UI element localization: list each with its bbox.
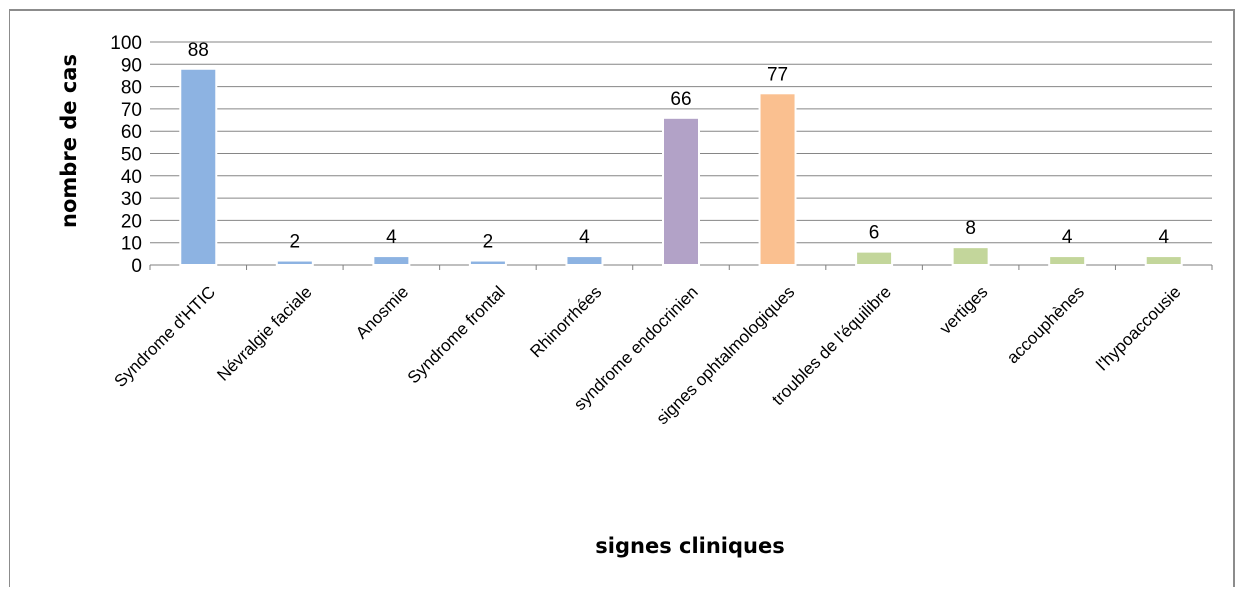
y-tick-label: 100 (110, 33, 142, 54)
y-tick-label: 50 (121, 145, 142, 166)
bar (179, 67, 218, 267)
bar (565, 255, 604, 266)
data-label: 2 (290, 232, 301, 253)
y-axis-title: nombre de cas (57, 54, 81, 228)
data-label: 4 (1062, 227, 1073, 248)
x-axis-title: signes cliniques (595, 534, 784, 558)
bar (662, 116, 700, 266)
data-label: 8 (965, 218, 976, 239)
category-label: Névralgie faciale (213, 282, 315, 384)
category-label: Anosmie (352, 282, 412, 342)
y-tick-label: 0 (131, 256, 142, 277)
y-tick-label: 10 (121, 234, 142, 255)
category-label: accouphènes (1003, 282, 1088, 367)
data-label: 2 (483, 232, 494, 253)
y-tick-label: 90 (121, 55, 142, 76)
data-label: 4 (386, 227, 397, 248)
data-labels: 88 2 4 2 4 66 77 6 8 4 4 (188, 40, 1170, 253)
bar (468, 259, 507, 267)
y-tick-label: 70 (121, 100, 142, 121)
data-label: 77 (767, 64, 788, 85)
bar (1144, 255, 1183, 266)
bar (1048, 255, 1087, 266)
category-label: Syndrome frontal (404, 282, 509, 387)
data-label: 66 (670, 89, 691, 110)
bar (951, 246, 990, 267)
y-tick-label: 30 (121, 189, 142, 210)
y-tick-label: 80 (121, 78, 142, 99)
bar (275, 259, 314, 267)
category-label: Syndrome d'HTIC (111, 282, 220, 391)
data-label: 88 (188, 40, 209, 61)
bars (179, 67, 1183, 267)
category-label: vertiges (936, 282, 992, 338)
bar (372, 255, 411, 266)
y-tick-label: 20 (121, 211, 142, 232)
bar (758, 92, 797, 267)
data-label: 6 (869, 223, 880, 244)
y-tick-label: 40 (121, 167, 142, 188)
y-tick-label: 60 (121, 122, 142, 143)
data-label: 4 (1158, 227, 1169, 248)
data-label: 4 (579, 227, 590, 248)
category-label: l'hypoaccousie (1093, 282, 1185, 374)
bar (855, 250, 894, 266)
category-label: Rhinorrhées (526, 282, 605, 361)
